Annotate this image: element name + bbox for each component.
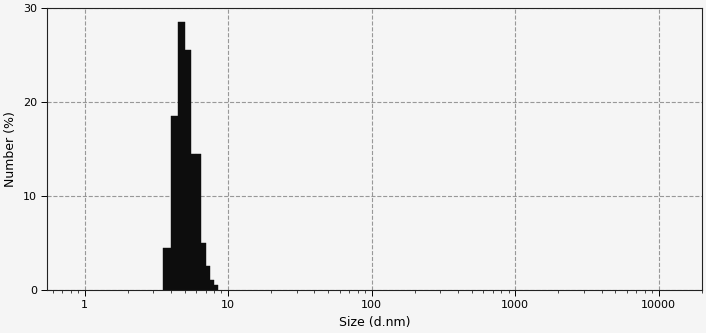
Bar [196, 154, 201, 290]
Bar [171, 116, 179, 290]
Bar [206, 266, 210, 290]
Bar [201, 243, 206, 290]
Bar [191, 154, 196, 290]
Y-axis label: Number (%): Number (%) [4, 111, 17, 187]
Bar [179, 22, 185, 290]
X-axis label: Size (d.nm): Size (d.nm) [339, 316, 410, 329]
Bar [185, 50, 191, 290]
Bar [210, 280, 214, 290]
Bar [162, 248, 171, 290]
Bar [214, 285, 218, 290]
